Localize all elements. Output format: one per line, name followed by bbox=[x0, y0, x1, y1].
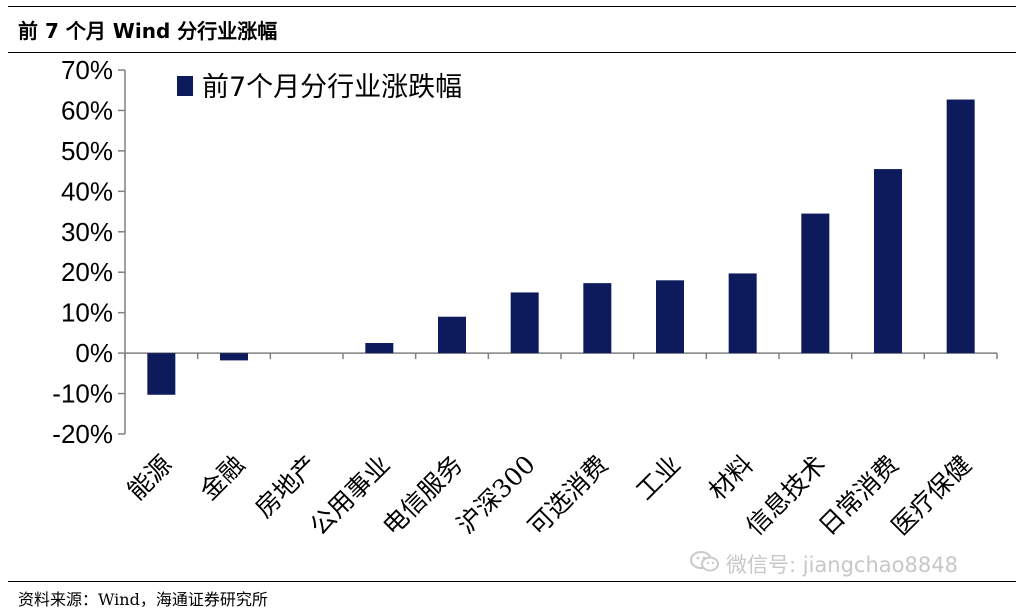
bar bbox=[510, 292, 539, 354]
header-rule-top bbox=[8, 6, 1016, 7]
bar bbox=[583, 283, 612, 354]
source-note: 资料来源：Wind，海通证券研究所 bbox=[18, 590, 268, 609]
x-tick-label: 工业 bbox=[630, 450, 686, 506]
x-tick-label: 材料 bbox=[703, 450, 759, 506]
bar bbox=[365, 343, 394, 354]
x-tick-label: 能源 bbox=[122, 450, 178, 506]
x-tick-label: 金融 bbox=[194, 450, 250, 506]
y-tick-label: -20% bbox=[52, 419, 113, 449]
y-tick-label: 70% bbox=[61, 55, 113, 85]
bar bbox=[728, 273, 757, 354]
bar bbox=[656, 280, 684, 354]
bar bbox=[147, 353, 176, 395]
watermark-text: 微信号: jiangchao8848 bbox=[726, 553, 958, 577]
x-tick-label: 医疗保健 bbox=[886, 450, 977, 541]
y-tick-label: 30% bbox=[61, 217, 113, 247]
x-tick-label: 信息技术 bbox=[740, 450, 831, 541]
header-rule-bottom bbox=[8, 52, 1016, 53]
y-tick-label: 20% bbox=[61, 257, 113, 287]
footer-rule bbox=[8, 581, 1016, 582]
wechat-icon bbox=[690, 550, 720, 578]
x-tick-label: 日常消费 bbox=[813, 450, 904, 541]
legend-swatch bbox=[177, 76, 193, 96]
bar bbox=[801, 213, 830, 354]
bar bbox=[946, 99, 975, 354]
legend-label: 前7个月分行业涨跌幅 bbox=[202, 72, 462, 103]
page-title: 前 7 个月 Wind 分行业涨幅 bbox=[18, 19, 278, 43]
y-tick-label: 60% bbox=[61, 95, 113, 125]
y-tick-label: 10% bbox=[61, 298, 113, 328]
x-tick-label: 可选消费 bbox=[522, 450, 613, 541]
x-tick-label: 公用事业 bbox=[304, 450, 395, 541]
bar bbox=[438, 316, 466, 354]
bar bbox=[220, 353, 248, 361]
bar bbox=[874, 169, 902, 354]
y-tick-label: 50% bbox=[61, 136, 113, 166]
y-tick-label: 0% bbox=[75, 338, 113, 368]
y-tick-label: 40% bbox=[61, 176, 113, 206]
x-tick-label: 电信服务 bbox=[377, 450, 468, 541]
y-tick-label: -10% bbox=[52, 379, 113, 409]
watermark: 微信号: jiangchao8848 bbox=[690, 551, 958, 577]
